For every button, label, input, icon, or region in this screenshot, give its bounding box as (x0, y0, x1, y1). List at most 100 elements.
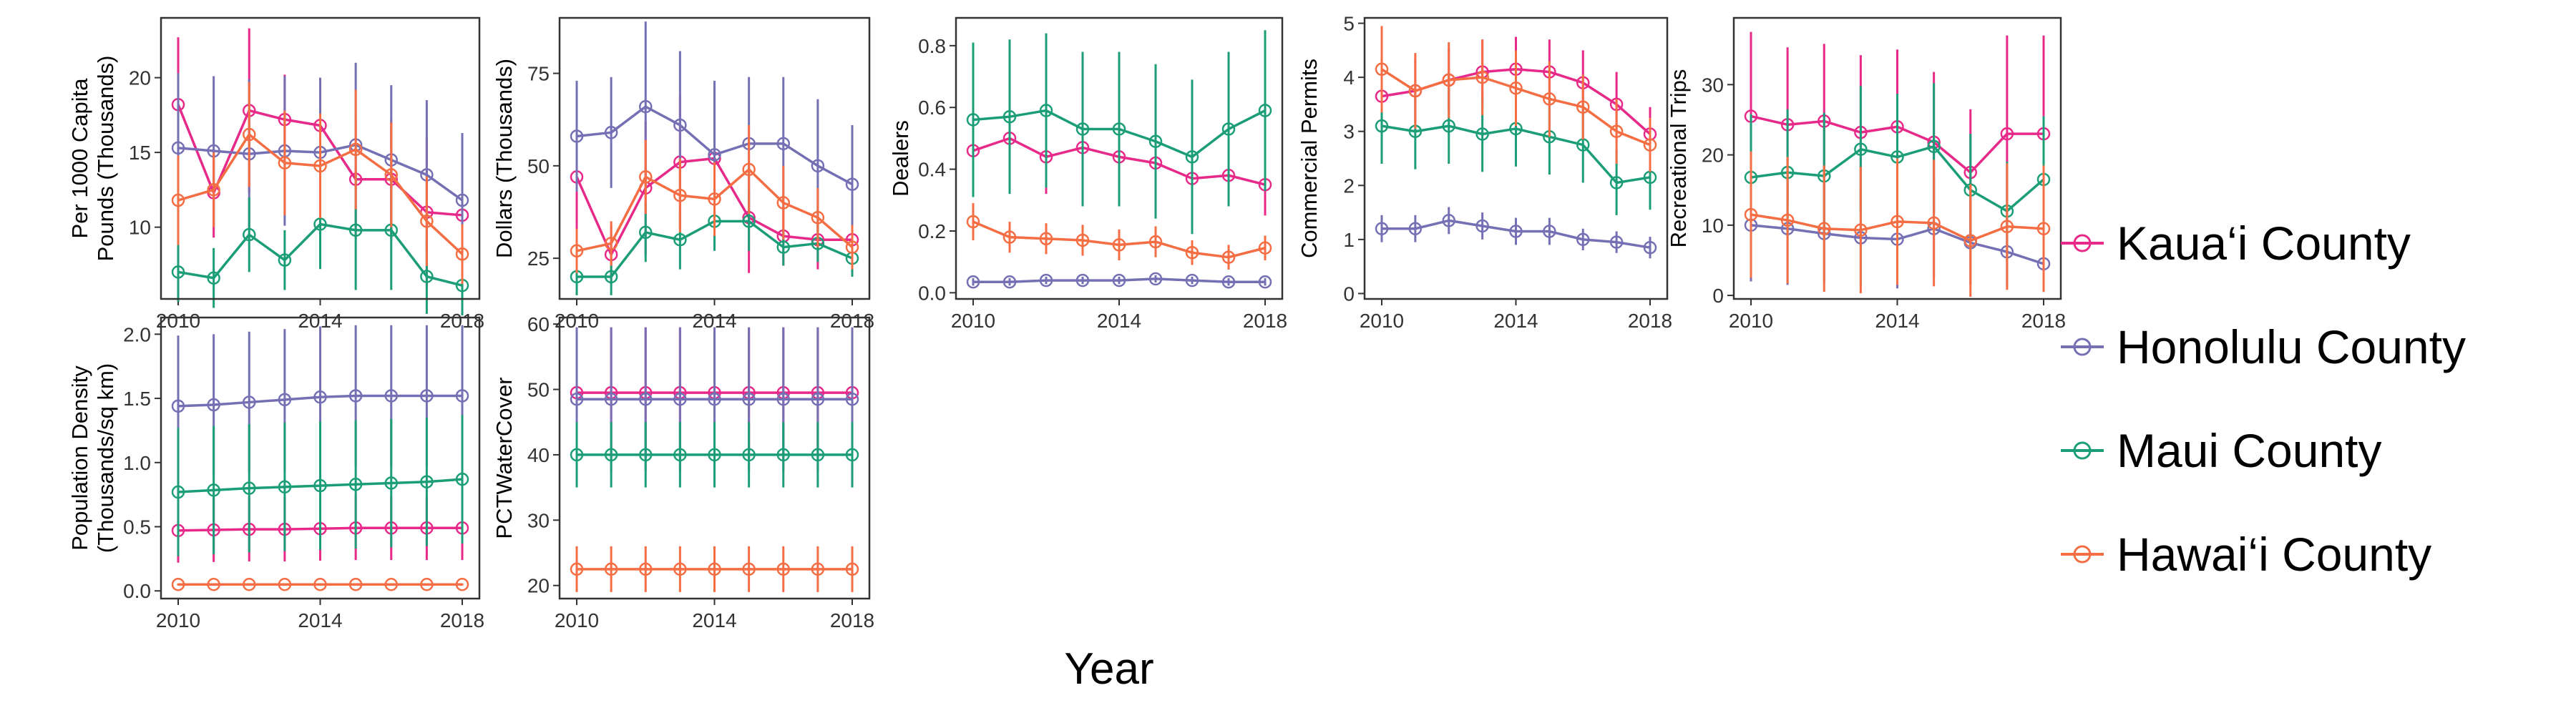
x-tick-label: 2014 (1875, 310, 1919, 332)
data-point (811, 210, 825, 225)
panel-border (1363, 16, 1669, 300)
legend-label: Honolulu County (2117, 320, 2466, 373)
data-point (1002, 109, 1017, 124)
data-point (1221, 275, 1236, 289)
data-point (171, 141, 185, 155)
panel-border (955, 16, 1284, 300)
y-tick-label: 4 (1343, 67, 1355, 89)
data-point (1112, 122, 1126, 136)
data-point (1185, 273, 1199, 287)
y-tick-label: 20 (129, 67, 151, 89)
data-point (1927, 216, 1941, 230)
data-point (1543, 92, 1556, 106)
data-point (708, 148, 721, 162)
data-point (1039, 273, 1053, 287)
data-point (1509, 82, 1523, 95)
data-point (966, 113, 980, 127)
data-point (278, 480, 292, 494)
data-point (207, 483, 220, 497)
data-point (570, 244, 584, 258)
data-point (1643, 138, 1657, 152)
data-point (845, 392, 859, 406)
x-tick-label: 2010 (1729, 310, 1773, 332)
y-tick-label: 1.0 (123, 452, 151, 474)
data-point (742, 448, 756, 462)
data-point (313, 390, 327, 404)
data-point (1185, 150, 1199, 164)
data-point (708, 392, 721, 406)
data-point (455, 247, 469, 261)
panel-border (160, 316, 481, 600)
y-tick-label: 30 (1702, 74, 1724, 96)
data-point (278, 393, 292, 407)
data-point (604, 126, 618, 139)
data-point (207, 271, 220, 285)
data-point (1408, 222, 1423, 235)
data-point (673, 118, 687, 132)
data-point (1475, 219, 1489, 233)
data-point (243, 481, 256, 495)
series-line (1750, 213, 2044, 242)
legend-item: Maui County (2061, 424, 2382, 477)
legend-label: Kaua‘i County (2117, 217, 2411, 270)
data-point (1475, 70, 1489, 84)
series-4 (1744, 151, 2051, 298)
data-point (1442, 73, 1455, 87)
x-tick-label: 2014 (692, 609, 736, 631)
y-tick-label: 0.6 (918, 97, 946, 119)
x-axis-title: Year (1064, 644, 1153, 694)
data-point (604, 237, 618, 250)
series-3 (570, 422, 859, 488)
data-point (673, 562, 687, 576)
data-point (278, 156, 292, 170)
y-tick-label: 2 (1343, 174, 1355, 197)
data-point (673, 448, 687, 462)
y-tick-label: 1 (1343, 229, 1355, 251)
data-point (171, 578, 185, 591)
y-tick-label: 30 (527, 509, 550, 531)
data-point (1744, 207, 1758, 222)
data-point (1002, 275, 1017, 289)
data-point (1258, 275, 1272, 289)
data-point (243, 578, 256, 591)
y-tick-label: 25 (527, 247, 550, 270)
data-point (313, 578, 327, 591)
data-point (1609, 235, 1624, 249)
x-tick-label: 2010 (951, 310, 995, 332)
data-point (1643, 240, 1657, 255)
data-point (420, 270, 434, 283)
data-point (1185, 245, 1199, 260)
data-point (708, 448, 721, 462)
panel-7: 20 30 40 50 60 2010 2014 2018 PCTWaterCover (492, 313, 874, 631)
y-tick-label: 0.5 (123, 516, 151, 539)
data-point (455, 193, 469, 207)
data-point (207, 578, 220, 591)
data-point (420, 389, 434, 403)
y-tick-label: 1.5 (123, 388, 151, 410)
data-point (207, 183, 220, 197)
y-tick-label: 10 (129, 217, 151, 239)
data-point (243, 395, 256, 409)
data-point (455, 578, 469, 591)
y-tick-label: 15 (129, 142, 151, 164)
data-point (639, 562, 653, 576)
data-point (1075, 273, 1090, 287)
y-axis-label: PCTWaterCover (492, 377, 517, 539)
data-point (313, 478, 327, 493)
series-line (1382, 219, 1651, 249)
data-point (384, 476, 398, 490)
series-4 (966, 203, 1272, 270)
data-point (1148, 134, 1163, 148)
data-point (673, 392, 687, 406)
data-point (1543, 225, 1556, 238)
y-tick-label: 5 (1343, 13, 1355, 35)
y-axis-label: Dollars (Thousands) (492, 59, 517, 258)
data-point (776, 448, 790, 462)
y-tick-label: 0.0 (918, 282, 946, 304)
series-line (972, 109, 1266, 159)
x-tick-label: 2018 (830, 609, 874, 631)
data-point (1075, 122, 1090, 136)
y-tick-label: 50 (527, 379, 550, 401)
legend-marker-key (2073, 234, 2092, 252)
legend-item: Kaua‘i County (2061, 217, 2411, 270)
